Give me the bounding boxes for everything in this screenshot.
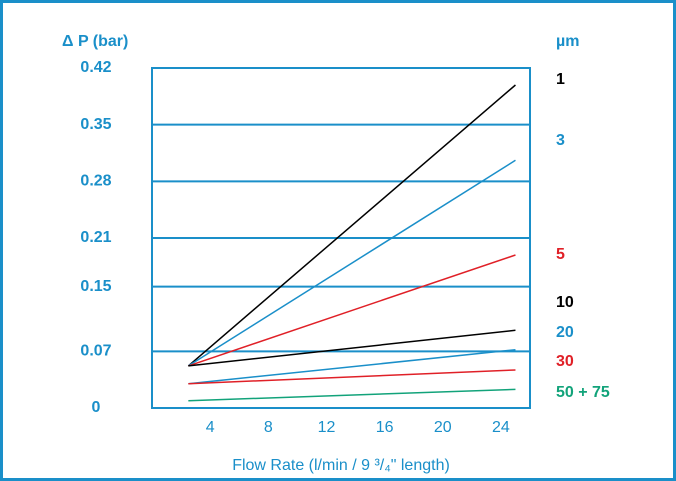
- legend-label: 10: [556, 294, 574, 311]
- legend-label: 30: [556, 353, 574, 370]
- x-tick-label: 8: [264, 419, 273, 436]
- y-tick-label: 0: [92, 399, 101, 416]
- y-tick-label: 0.21: [80, 229, 111, 246]
- x-axis-label: Flow Rate (l/min / 9 ³/₄" length): [232, 457, 450, 474]
- series-line: [187, 84, 516, 367]
- y-tick-label: 0.42: [80, 59, 111, 76]
- y-tick-label: 0.28: [80, 173, 111, 190]
- series-line: [188, 388, 516, 402]
- x-tick-label: 4: [206, 419, 215, 436]
- y-tick-label: 0.15: [80, 278, 111, 295]
- legend-label: 50 + 75: [556, 384, 610, 401]
- legend-label: 1: [556, 71, 565, 88]
- legend-label: 20: [556, 324, 574, 341]
- series-line: [188, 329, 516, 367]
- x-tick-label: 24: [492, 419, 510, 436]
- series-line: [187, 159, 516, 367]
- x-tick-label: 16: [376, 419, 394, 436]
- series-line: [188, 369, 516, 385]
- series-line: [188, 348, 516, 385]
- y-tick-label: 0.35: [80, 116, 111, 133]
- legend-label: 5: [556, 246, 565, 263]
- x-tick-label: 12: [318, 419, 336, 436]
- y-axis-label: Δ P (bar): [62, 33, 128, 50]
- legend-title: µm: [556, 33, 579, 50]
- legend-label: 3: [556, 132, 565, 149]
- series-line: [188, 254, 516, 367]
- y-tick-label: 0.07: [80, 343, 111, 360]
- x-tick-label: 20: [434, 419, 452, 436]
